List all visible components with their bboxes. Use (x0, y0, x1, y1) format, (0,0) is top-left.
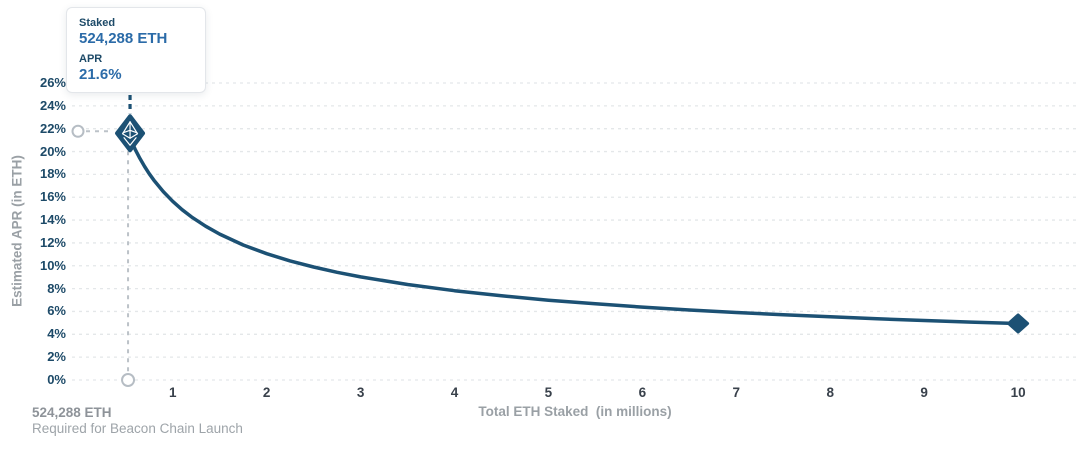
tooltip-apr-label: APR (79, 53, 103, 65)
x-tick-label: 1 (168, 385, 177, 400)
tooltip-apr-value: 21.6% (79, 66, 122, 83)
apr-curve (126, 131, 1020, 326)
y-tick-label: 16% (39, 189, 66, 205)
y-tick-label: 6% (47, 303, 66, 319)
y-tick-label: 14% (39, 212, 66, 228)
tooltip: Staked 524,288 ETH APR 21.6% (66, 7, 206, 93)
y-tick-label: 10% (39, 257, 66, 273)
beacon-launch-annotation: 524,288 ETH Required for Beacon Chain La… (32, 405, 243, 437)
y-tick-label: 22% (39, 120, 66, 136)
x-axis-title: Total ETH Staked (in millions) (478, 404, 672, 419)
x-tick-label: 5 (544, 385, 553, 400)
y-tick-label: 18% (39, 166, 66, 182)
y-tick-label: 0% (47, 372, 66, 387)
x-tick-label: 3 (356, 385, 365, 400)
tooltip-staked-value: 524,288 ETH (79, 30, 168, 47)
annotation-eth-amount: 524,288 ETH (32, 405, 112, 420)
x-tick-label: 4 (450, 385, 459, 400)
x-tick-label: 7 (732, 385, 741, 400)
y-tick-label: 4% (47, 326, 66, 342)
y-tick-label: 2% (47, 349, 66, 365)
annotation-caption: Required for Beacon Chain Launch (32, 421, 243, 436)
y-tick-label: 12% (39, 234, 66, 250)
x-axis-guide-circle (121, 373, 136, 387)
x-tick-label: 9 (920, 385, 928, 400)
y-tick-label: 26% (39, 75, 66, 90)
end-point-marker[interactable] (1007, 313, 1030, 334)
y-tick-label: 24% (39, 97, 66, 113)
y-tick-label: 8% (47, 280, 66, 296)
y-axis-guide-circle (71, 124, 85, 138)
x-tick-label: 6 (638, 385, 647, 400)
ethereum-icon (123, 137, 137, 146)
tooltip-staked-label: Staked (79, 17, 116, 29)
x-tick-label: 10 (1010, 385, 1026, 400)
x-tick-label: 8 (826, 385, 834, 400)
ethereum-icon (122, 129, 138, 134)
y-tick-label: 20% (39, 143, 66, 159)
x-tick-label: 2 (262, 385, 271, 400)
